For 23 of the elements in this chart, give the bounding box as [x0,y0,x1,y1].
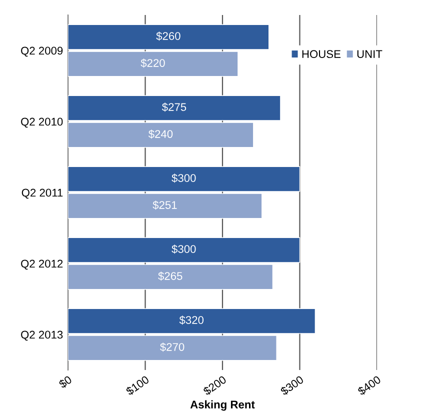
data-label: $270 [160,342,184,352]
x-tick-label: $200 [202,374,228,396]
y-tick-label: Q2 2010 [21,118,63,128]
data-label: $240 [148,130,173,139]
data-label: $300 [172,244,196,254]
data-label: $251 [152,200,177,210]
data-label: $320 [179,316,204,325]
data-label: $265 [158,272,182,281]
legend-label: UNIT [357,50,382,58]
y-tick-label: Q2 2012 [21,260,63,270]
data-label: $220 [140,58,165,68]
x-axis-title: Asking Rent [190,400,255,411]
x-tick-label: $300 [280,374,304,396]
y-tick-label: Q2 2011 [22,188,63,199]
x-tick-label: $100 [125,374,150,396]
x-tick-label: $0 [58,374,73,390]
y-tick-label: Q2 2009 [21,46,63,57]
legend-label: HOUSE [302,50,340,58]
x-tick-label: $400 [356,374,382,396]
data-label: $300 [172,174,196,183]
data-label: $275 [162,102,186,112]
y-tick-label: Q2 2013 [21,330,63,341]
data-label: $260 [156,32,180,41]
